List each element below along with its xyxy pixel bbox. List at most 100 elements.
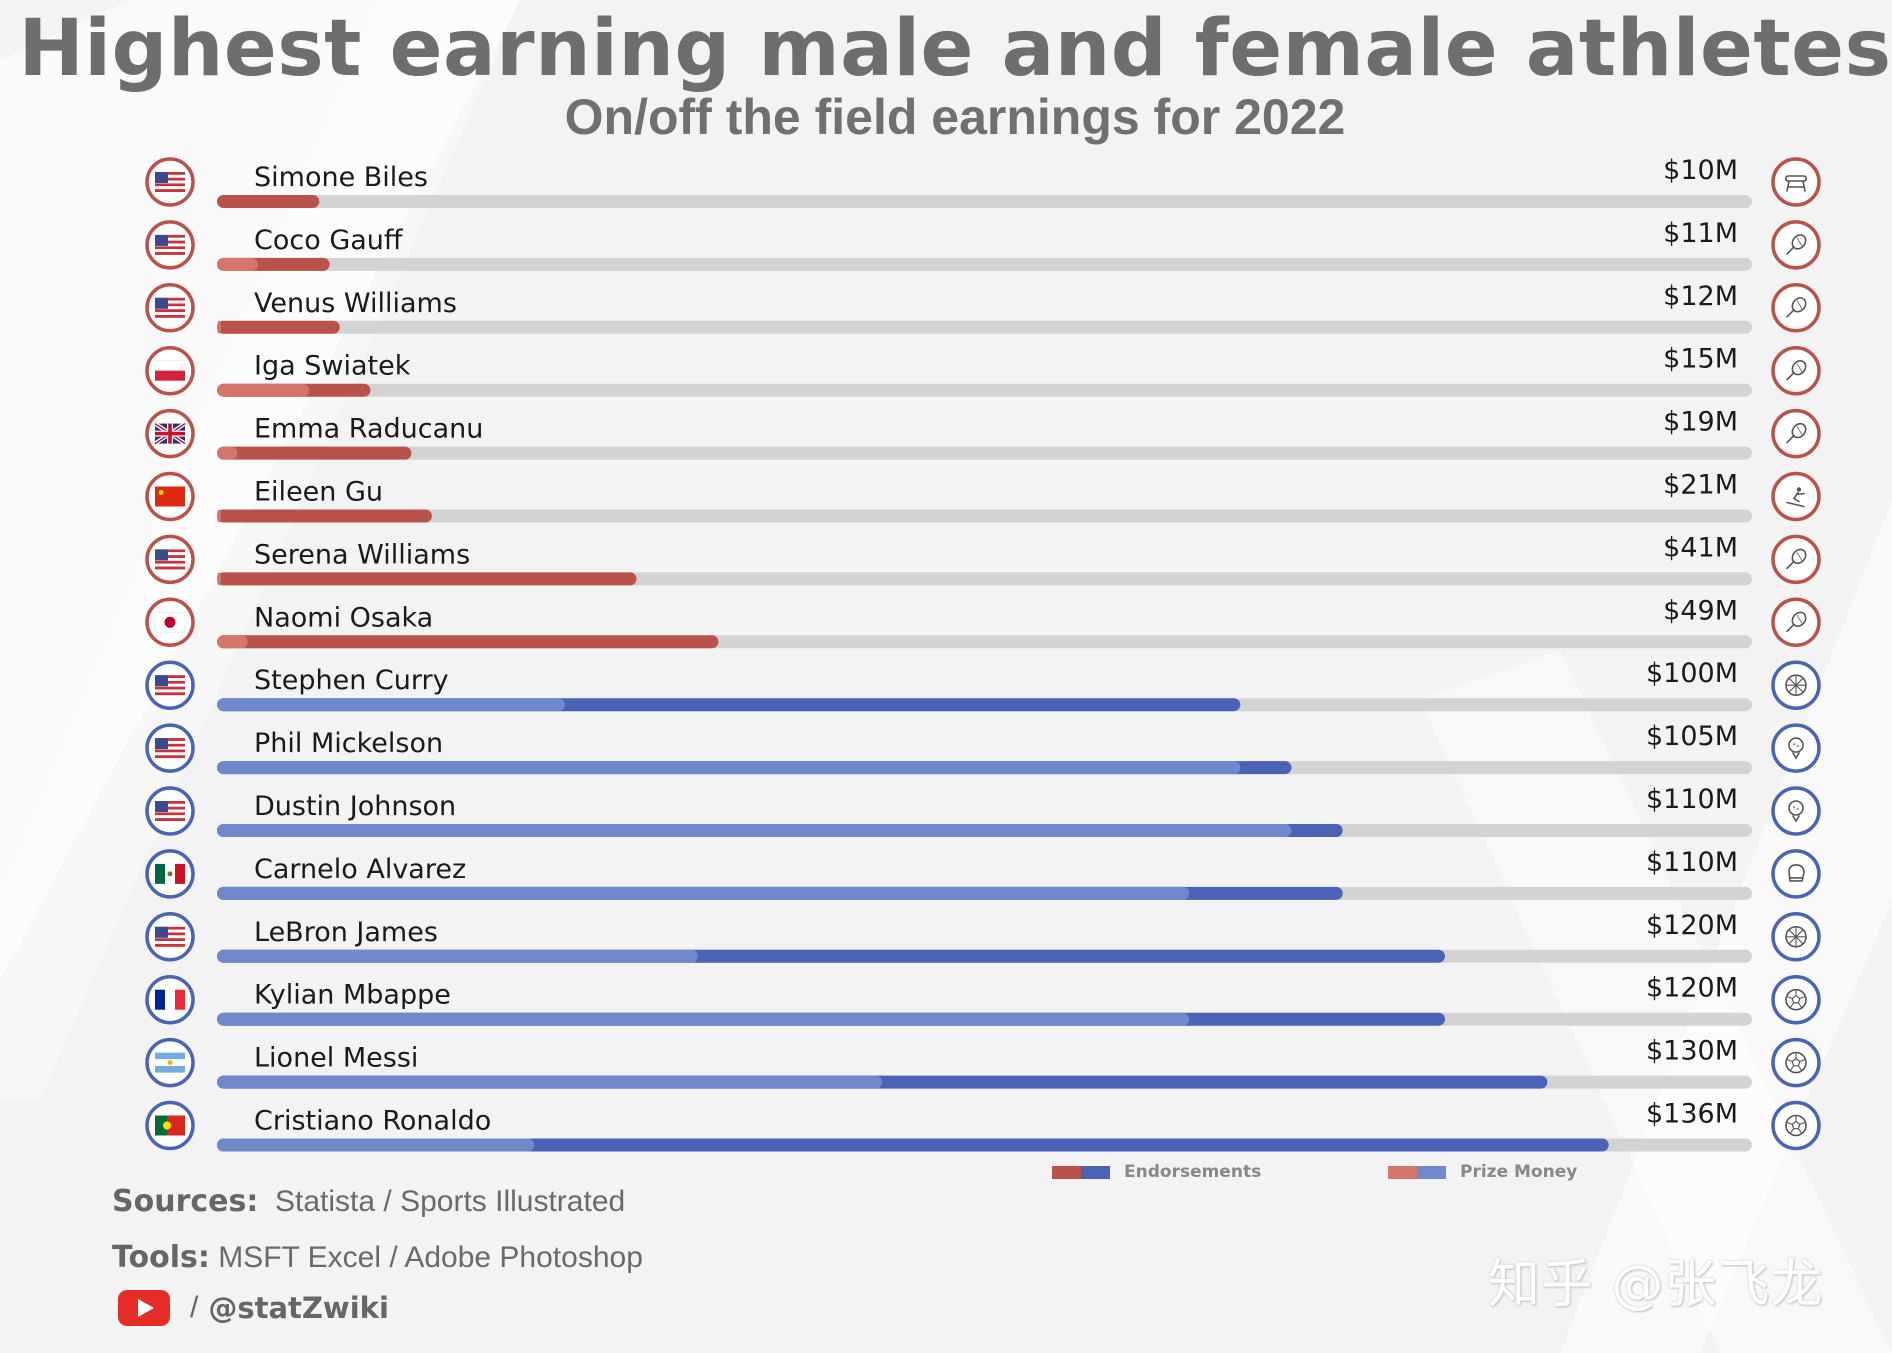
- athlete-name-label: Simone Biles: [254, 162, 428, 193]
- athlete-row-dustin-johnson: Dustin Johnson $110M: [145, 784, 1821, 837]
- athlete-name-label: Phil Mickelson: [254, 728, 443, 759]
- social-separator: /: [190, 1291, 199, 1324]
- athlete-total-label: $19M: [1663, 407, 1738, 438]
- portugal-flag-icon: [145, 1100, 195, 1151]
- bar-prize-money-coco-gauff: [217, 257, 258, 271]
- golf-ball-icon: [1771, 786, 1821, 836]
- social-handle[interactable]: @statZwiki: [208, 1291, 389, 1325]
- athlete-total-label: $15M: [1663, 344, 1738, 375]
- athlete-row-eileen-gu: Eileen Gu $21M: [145, 470, 1821, 523]
- bar-endorsements-cristiano-ronaldo: [217, 1138, 1609, 1152]
- bar-endorsements-venus-williams: [217, 320, 340, 334]
- us-flag-icon: [145, 723, 195, 773]
- bar-endorsements-simone-biles: [217, 195, 320, 208]
- bar-prize-money-lionel-messi: [217, 1075, 883, 1089]
- legend-swatch-prize-money: [1388, 1165, 1446, 1179]
- tennis-racket-icon: [1771, 345, 1821, 396]
- athlete-name-label: Kylian Mbappe: [254, 980, 451, 1011]
- athlete-total-label: $11M: [1663, 218, 1738, 249]
- bar-track: [217, 320, 1752, 334]
- us-flag-icon: [145, 157, 195, 207]
- bar-endorsements-emma-raducanu: [217, 446, 412, 460]
- athlete-name-label: Serena Williams: [254, 539, 470, 570]
- bar-prize-money-lebron-james: [217, 949, 698, 963]
- athlete-row-cristiano-ronaldo: Cristiano Ronaldo $136M: [145, 1099, 1821, 1152]
- tennis-racket-icon: [1771, 220, 1821, 270]
- gymnastics-vault-icon: [1771, 157, 1821, 207]
- japan-flag-icon: [145, 597, 195, 648]
- athlete-total-label: $41M: [1663, 532, 1738, 563]
- athlete-name-label: Eileen Gu: [254, 477, 383, 508]
- bar-prize-money-stephen-curry: [217, 698, 565, 712]
- tennis-racket-icon: [1771, 597, 1821, 648]
- bar-endorsements-eileen-gu: [217, 509, 432, 523]
- us-flag-icon: [145, 912, 195, 962]
- youtube-icon[interactable]: [118, 1290, 170, 1326]
- bar-prize-money-kylian-mbappe: [217, 1012, 1190, 1026]
- athlete-row-iga-swiatek: Iga Swiatek $15M: [145, 344, 1821, 397]
- us-flag-icon: [145, 534, 195, 585]
- bar-track: [217, 446, 1752, 460]
- tennis-racket-icon: [1771, 408, 1821, 459]
- legend-swatch-endorsements: [1052, 1165, 1110, 1179]
- bar-prize-money-venus-williams: [217, 320, 221, 334]
- bar-track: [217, 257, 1752, 271]
- bar-prize-money-dustin-johnson: [217, 824, 1292, 837]
- bar-endorsements-serena-williams: [217, 572, 637, 586]
- athlete-total-label: $110M: [1646, 784, 1738, 815]
- legend-endorsements: Endorsements: [1052, 1162, 1261, 1182]
- bar-prize-money-emma-raducanu: [217, 446, 238, 460]
- boxing-glove-icon: [1771, 849, 1821, 899]
- athlete-name-label: Lionel Messi: [254, 1043, 418, 1074]
- soccer-ball-icon: [1771, 974, 1821, 1025]
- athlete-name-label: LeBron James: [254, 917, 438, 948]
- soccer-ball-icon: [1771, 1100, 1821, 1151]
- athlete-name-label: Emma Raducanu: [254, 414, 483, 445]
- us-flag-icon: [145, 660, 195, 710]
- athlete-name-label: Venus Williams: [254, 288, 457, 319]
- athlete-name-label: Naomi Osaka: [254, 602, 433, 633]
- athlete-row-coco-gauff: Coco Gauff $11M: [145, 218, 1821, 271]
- bar-prize-money-cristiano-ronaldo: [217, 1138, 535, 1152]
- argentina-flag-icon: [145, 1037, 195, 1088]
- sources-key: Sources:: [112, 1184, 259, 1219]
- legend-label-endorsements: Endorsements: [1124, 1162, 1262, 1182]
- athlete-total-label: $120M: [1646, 973, 1738, 1004]
- athlete-row-serena-williams: Serena Williams $41M: [145, 532, 1821, 586]
- tennis-racket-icon: [1771, 283, 1821, 333]
- athlete-row-simone-biles: Simone Biles $10M: [145, 155, 1821, 208]
- athlete-name-label: Carnelo Alvarez: [254, 854, 466, 885]
- athlete-total-label: $130M: [1646, 1036, 1738, 1067]
- athlete-row-lionel-messi: Lionel Messi $130M: [145, 1036, 1821, 1089]
- chart-title: Highest earning male and female athletes: [18, 4, 1892, 94]
- freestyle-skiing-icon: [1771, 471, 1821, 522]
- bar-prize-money-iga-swiatek: [217, 383, 310, 397]
- athlete-total-label: $12M: [1663, 281, 1738, 312]
- tools-line: Tools: MSFT Excel / Adobe Photoshop: [112, 1240, 643, 1275]
- legend-label-prize-money: Prize Money: [1460, 1162, 1578, 1182]
- china-flag-icon: [145, 471, 195, 522]
- us-flag-icon: [145, 786, 195, 836]
- us-flag-icon: [145, 283, 195, 333]
- athlete-row-emma-raducanu: Emma Raducanu $19M: [145, 407, 1821, 460]
- bar-endorsements-naomi-osaka: [217, 635, 719, 649]
- athlete-row-carnelo-alvarez: Carnelo Alvarez $110M: [145, 847, 1821, 900]
- athlete-row-naomi-osaka: Naomi Osaka $49M: [145, 595, 1821, 649]
- athlete-total-label: $100M: [1646, 658, 1738, 689]
- athlete-row-kylian-mbappe: Kylian Mbappe $120M: [145, 973, 1821, 1026]
- us-flag-icon: [145, 220, 195, 270]
- athlete-name-label: Dustin Johnson: [254, 791, 456, 822]
- france-flag-icon: [145, 974, 195, 1025]
- bar-track: [217, 383, 1752, 397]
- poland-flag-icon: [145, 345, 195, 396]
- athlete-total-label: $49M: [1663, 595, 1738, 626]
- bar-prize-money-phil-mickelson: [217, 761, 1241, 775]
- watermark: 知乎 @张飞龙: [1488, 1255, 1824, 1315]
- athlete-total-label: $110M: [1646, 847, 1738, 878]
- athlete-total-label: $105M: [1646, 721, 1738, 752]
- bar-prize-money-naomi-osaka: [217, 635, 248, 649]
- athlete-name-label: Coco Gauff: [254, 225, 404, 256]
- legend-prize-money: Prize Money: [1388, 1162, 1577, 1182]
- athlete-total-label: $21M: [1663, 470, 1738, 501]
